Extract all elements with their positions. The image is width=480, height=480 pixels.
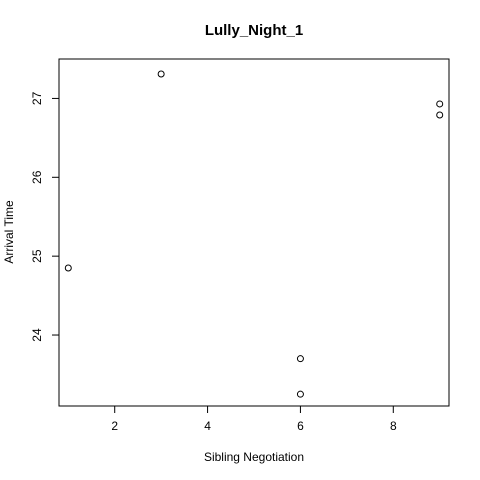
x-tick-label: 2 [111, 419, 118, 433]
data-point [296, 390, 304, 398]
data-point [296, 355, 304, 363]
y-axis: 24 25 26 27 [30, 91, 59, 342]
data-point [157, 70, 165, 78]
x-tick-label: 8 [390, 419, 397, 433]
y-tick-label: 24 [30, 328, 44, 342]
plot-frame [58, 58, 450, 407]
y-tick-label: 27 [30, 91, 44, 105]
data-point [436, 111, 444, 119]
chart-title: Lully_Night_1 [205, 22, 303, 39]
data-point [436, 100, 444, 108]
data-point [64, 264, 72, 272]
y-tick-label: 25 [30, 249, 44, 263]
data-points [64, 70, 444, 398]
x-axis-label: Sibling Negotiation [204, 450, 304, 464]
y-axis-label: Arrival Time [2, 200, 16, 264]
x-axis: 2 4 6 8 [111, 406, 397, 433]
x-tick-label: 6 [297, 419, 304, 433]
y-tick-label: 26 [30, 170, 44, 184]
x-tick-label: 4 [204, 419, 211, 433]
